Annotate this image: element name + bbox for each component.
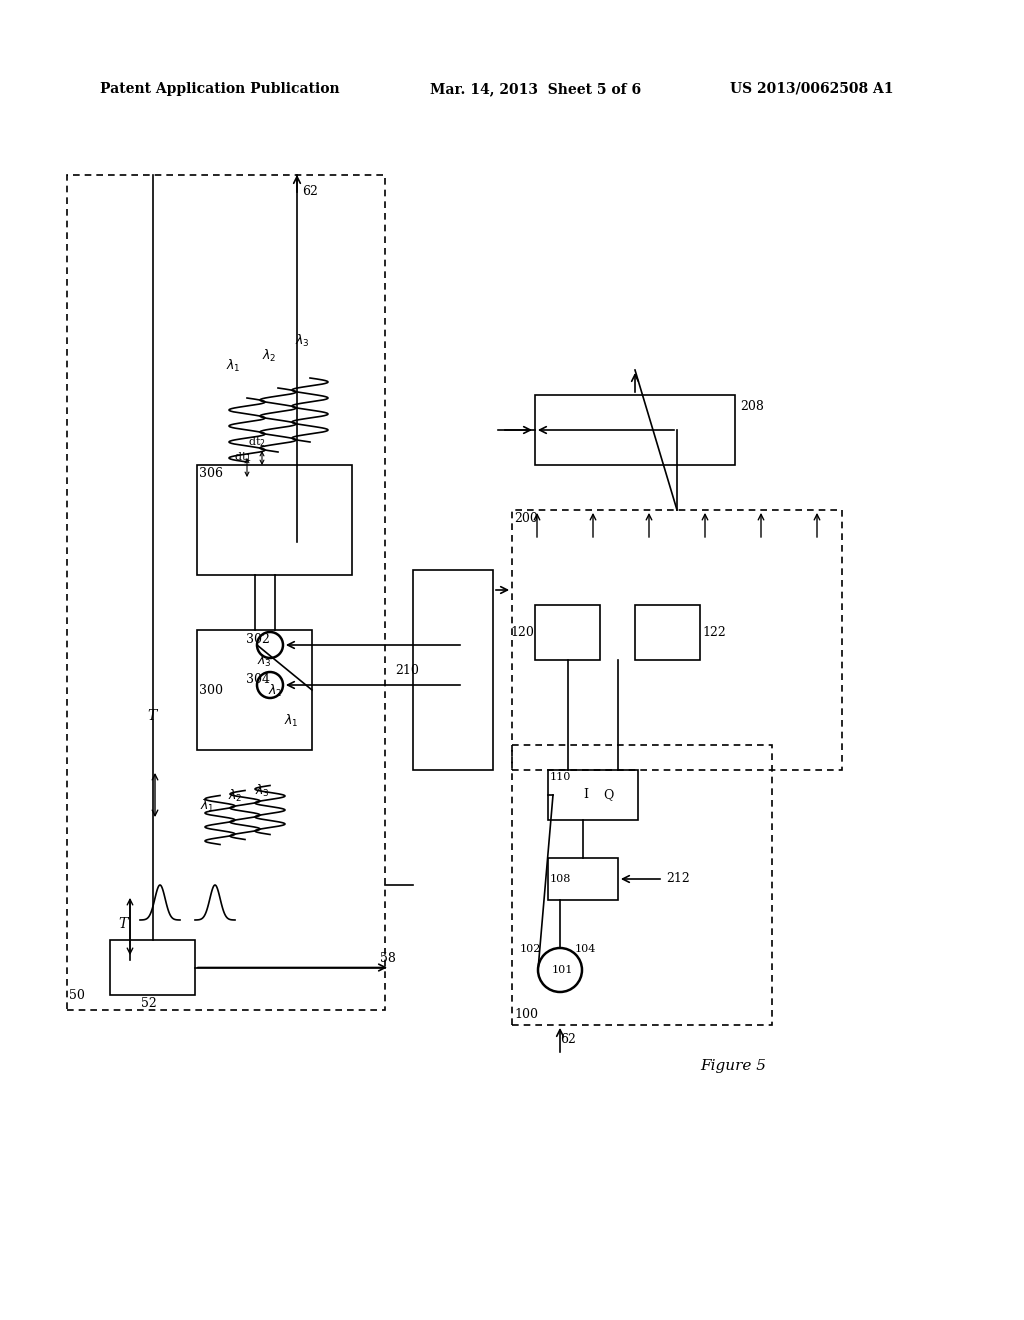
Text: Mar. 14, 2013  Sheet 5 of 6: Mar. 14, 2013 Sheet 5 of 6 [430,82,641,96]
Text: 52: 52 [140,997,157,1010]
Text: 302: 302 [246,634,270,645]
Bar [110,940,195,995]
Text: 210: 210 [395,664,419,676]
Text: 100: 100 [514,1008,538,1020]
Text: $\lambda_1$: $\lambda_1$ [226,358,241,374]
Bar [197,630,312,750]
Text: Q: Q [603,788,613,801]
Bar [197,465,352,576]
Text: 62: 62 [302,185,317,198]
Text: I: I [583,788,588,801]
Text: 200: 200 [514,512,538,525]
Text: 122: 122 [702,626,726,639]
Text: 110: 110 [550,772,571,781]
Text: 62: 62 [560,1034,575,1045]
Text: 58: 58 [380,953,396,965]
Bar [413,570,493,770]
Text: 300: 300 [199,684,223,697]
Bar [535,395,735,465]
Text: US 2013/0062508 A1: US 2013/0062508 A1 [730,82,894,96]
Bar [535,605,600,660]
Text: $\lambda_3$: $\lambda_3$ [257,653,271,669]
Text: 101: 101 [552,965,573,975]
Bar [548,770,638,820]
Text: Figure 5: Figure 5 [700,1059,766,1073]
Bar [635,605,700,660]
Text: dt$_2$: dt$_2$ [248,436,266,449]
Text: 104: 104 [575,944,596,954]
Text: $\lambda_2$: $\lambda_2$ [268,682,283,700]
Text: 120: 120 [510,626,534,639]
Text: 208: 208 [740,400,764,413]
Text: $\lambda_2$: $\lambda_2$ [262,348,276,364]
Text: $\lambda_3$: $\lambda_3$ [255,783,269,799]
Bar [548,858,618,900]
Text: T: T [118,917,127,931]
Text: $\lambda_1$: $\lambda_1$ [200,799,215,814]
Text: 304: 304 [246,673,270,686]
Text: 306: 306 [199,467,223,480]
Text: $\lambda_3$: $\lambda_3$ [295,333,310,348]
Text: 102: 102 [520,944,542,954]
Text: $\lambda_2$: $\lambda_2$ [228,788,243,804]
Text: 212: 212 [666,873,690,886]
Text: $\lambda_1$: $\lambda_1$ [284,713,299,729]
Text: T: T [147,709,157,723]
Bar [512,510,842,770]
Bar [512,744,772,1026]
Text: 50: 50 [69,989,85,1002]
Bar [67,176,385,1010]
Text: Patent Application Publication: Patent Application Publication [100,82,340,96]
Text: dt$_1$: dt$_1$ [234,450,252,463]
Text: 108: 108 [550,874,571,884]
